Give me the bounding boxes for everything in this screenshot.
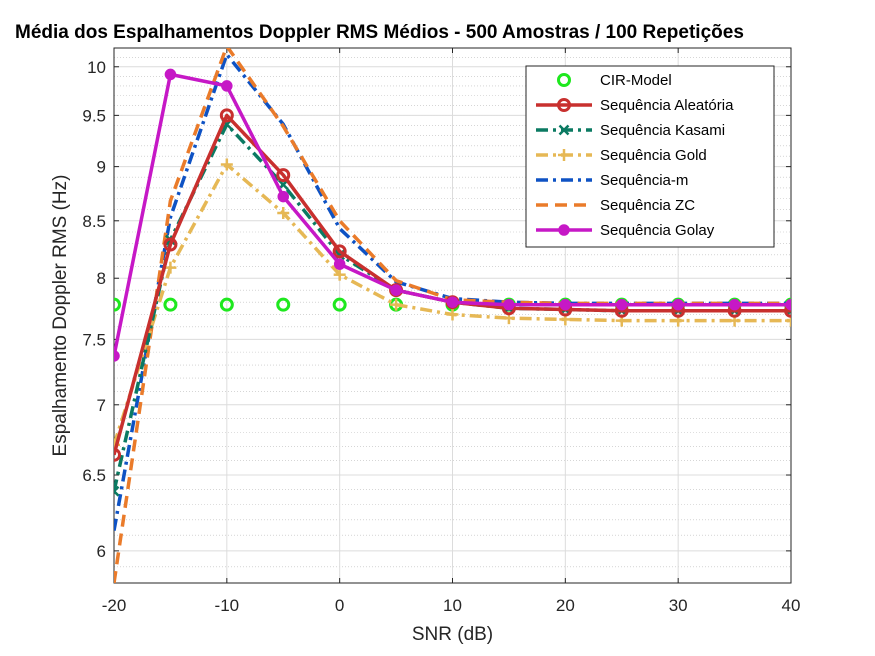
legend-marker [558, 149, 570, 161]
marker-stroke [114, 489, 120, 497]
data-point [220, 158, 233, 171]
data-point [446, 296, 459, 308]
data-point [163, 297, 178, 312]
data-point [784, 303, 791, 318]
series-6 [114, 68, 791, 362]
legend-label: Sequência Gold [600, 147, 707, 164]
data-point [672, 298, 684, 311]
y-tick-label: 7.5 [82, 330, 106, 349]
data-point [221, 80, 233, 92]
legend-item: Sequência Aleatória [536, 97, 734, 114]
x-tick-label: 20 [556, 596, 575, 615]
legend-label: CIR-Model [600, 72, 672, 89]
data-point [114, 297, 121, 312]
data-point [333, 258, 346, 270]
legend-marker [557, 73, 571, 87]
data-point [219, 108, 234, 123]
data-point [446, 308, 459, 321]
x-tick-label: 10 [443, 596, 462, 615]
marker-stroke [114, 485, 120, 493]
data-point [559, 298, 572, 311]
data-point [277, 207, 290, 220]
y-tick-label: 9.5 [82, 106, 106, 125]
data-point [390, 298, 403, 311]
y-tick-label: 7 [97, 396, 106, 415]
data-point [332, 297, 347, 312]
data-point [164, 68, 177, 81]
legend-marker [557, 98, 571, 112]
legend-item: Sequência ZC [536, 197, 695, 214]
y-tick-label: 9 [97, 158, 106, 177]
y-tick-label: 6.5 [82, 466, 106, 485]
legend-item: Sequência Kasami [536, 122, 725, 139]
data-point [503, 298, 515, 311]
data-point [114, 350, 120, 362]
y-axis-label: Espalhamento Doppler RMS (Hz) [50, 175, 71, 457]
data-point [277, 190, 289, 203]
data-point [164, 261, 177, 274]
data-point [332, 244, 347, 259]
data-point [333, 268, 346, 281]
x-axis-label: SNR (dB) [412, 624, 493, 645]
data-point [114, 485, 120, 497]
data-point [163, 237, 178, 252]
legend-item: Sequência-m [536, 172, 688, 189]
x-tick-label: 30 [669, 596, 688, 615]
y-tick-label: 8 [97, 269, 106, 288]
legend-item: CIR-Model [557, 72, 672, 89]
data-point [785, 314, 791, 327]
legend-marker [558, 224, 570, 236]
legend-label: Sequência ZC [600, 197, 695, 214]
chart-title: Média dos Espalhamentos Doppler RMS Médi… [15, 22, 744, 43]
legend-item: Sequência Gold [536, 147, 707, 164]
y-tick-label: 6 [97, 542, 106, 561]
y-tick-label: 8.5 [82, 212, 106, 231]
x-tick-label: -20 [102, 596, 127, 615]
legend-marker [558, 124, 570, 136]
legend-label: Sequência Kasami [600, 122, 725, 139]
x-tick-label: -10 [215, 596, 240, 615]
x-tick-label: 0 [335, 596, 344, 615]
data-point [728, 298, 741, 311]
data-point [785, 298, 791, 311]
data-point [219, 297, 234, 312]
data-point [114, 447, 121, 462]
data-point [276, 297, 291, 312]
legend-label: Sequência Aleatória [600, 97, 734, 114]
legend-label: Sequência Golay [600, 222, 715, 239]
legend-item: Sequência Golay [536, 222, 715, 239]
series-3 [114, 158, 791, 451]
data-point [276, 168, 291, 183]
marker-stroke [558, 124, 570, 136]
data-point [616, 298, 628, 311]
x-tick-label: 40 [782, 596, 801, 615]
legend-label: Sequência-m [600, 172, 688, 189]
data-point [390, 284, 402, 296]
y-tick-label: 10 [87, 58, 106, 77]
